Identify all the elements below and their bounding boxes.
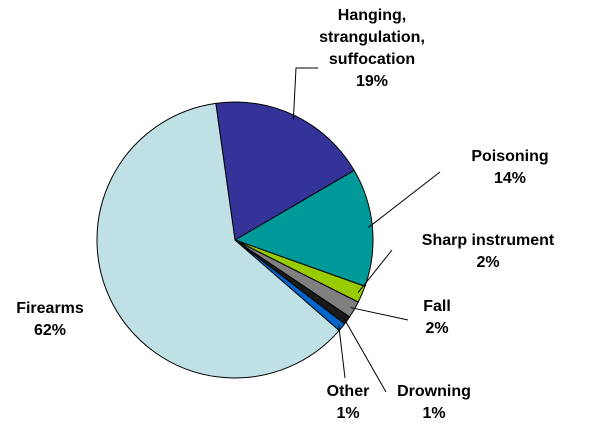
- leader-line: [292, 67, 318, 120]
- category-label: Drowning: [397, 383, 471, 400]
- category-label: Fall: [423, 298, 451, 315]
- category-label: Poisoning: [471, 148, 549, 165]
- category-label: Hanging, strangulation, suffocation: [319, 7, 425, 68]
- slice-label: Sharp instrument 2%: [393, 230, 583, 274]
- value-label: 62%: [33, 322, 67, 339]
- leader-line: [367, 171, 441, 228]
- slice-label: Other 1%: [318, 381, 378, 425]
- slice-label: Hanging, strangulation, suffocation 19%: [307, 5, 437, 93]
- value-label: 1%: [336, 405, 360, 422]
- value-label: 2%: [476, 254, 500, 271]
- value-label: 14%: [493, 170, 527, 187]
- pie-slice: [96, 102, 340, 379]
- slice-label: Fall 2%: [407, 296, 467, 340]
- leader-line: [338, 324, 346, 379]
- slice-label: Firearms 62%: [0, 298, 100, 342]
- slice-label: Poisoning 14%: [450, 146, 570, 190]
- value-label: 19%: [355, 73, 389, 90]
- leader-line: [357, 249, 393, 294]
- value-label: 2%: [425, 320, 449, 337]
- pie-slice: [215, 101, 355, 241]
- leader-line: [343, 317, 387, 393]
- category-label: Sharp instrument: [421, 232, 555, 249]
- value-label: 1%: [422, 405, 446, 422]
- leader-line: [350, 307, 409, 321]
- pie-slice: [233, 169, 374, 287]
- category-label: Firearms: [16, 300, 84, 317]
- slice-label: Drowning 1%: [384, 381, 484, 425]
- category-label: Other: [326, 383, 370, 400]
